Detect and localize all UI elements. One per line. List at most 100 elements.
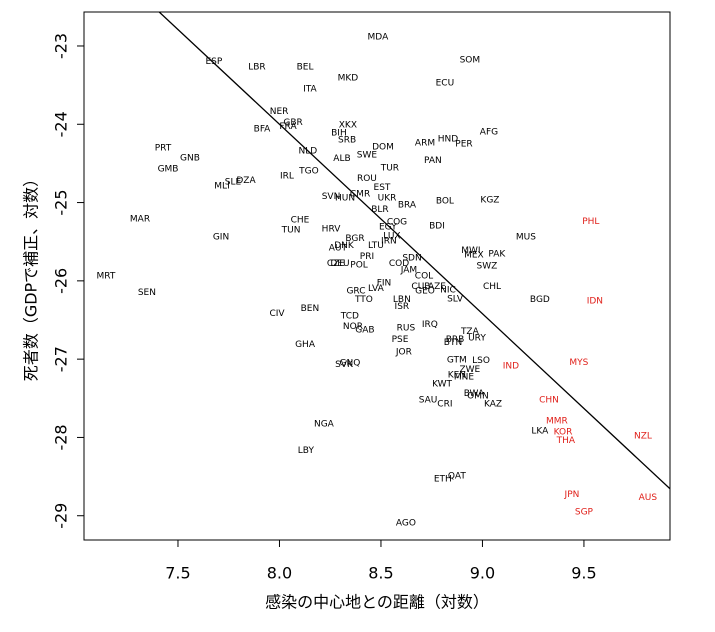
country-point: BOL — [436, 196, 454, 206]
y-tick-label: -28 — [52, 424, 71, 450]
country-point: GNQ — [340, 359, 361, 369]
country-point: DOM — [372, 142, 394, 152]
country-point: BTN — [444, 338, 462, 348]
country-point: UKR — [378, 193, 397, 203]
country-point: CZE — [327, 259, 345, 269]
country-point: KEN — [448, 370, 466, 380]
country-point: PSE — [392, 335, 409, 345]
country-point: BWA — [464, 389, 485, 399]
country-point: SAU — [419, 395, 438, 405]
country-point: XKX — [339, 121, 357, 131]
country-point: OMN — [467, 391, 489, 401]
country-point: AZE — [428, 282, 446, 292]
country-point: ECU — [436, 78, 455, 88]
country-point: GBR — [283, 118, 302, 128]
country-point: BDI — [429, 222, 445, 232]
country-point: COL — [415, 272, 433, 282]
country-point: KAZ — [484, 399, 502, 409]
country-point: ESP — [205, 57, 222, 67]
country-point: CHE — [291, 215, 310, 225]
country-point: SLE — [225, 178, 242, 188]
country-point: EGY — [379, 222, 397, 232]
country-point: HND — [438, 135, 459, 145]
country-point: MRT — [96, 272, 115, 282]
country-point: PER — [455, 139, 472, 149]
country-point: GAB — [355, 326, 374, 336]
country-point: BRB — [446, 335, 465, 345]
country-point: PAK — [488, 250, 506, 260]
y-tick-label: -24 — [52, 111, 71, 137]
country-point: AUT — [329, 243, 348, 253]
country-point: GTM — [447, 355, 467, 365]
country-point: LSO — [472, 356, 490, 366]
country-point: MDA — [368, 32, 390, 42]
y-tick-label: -26 — [52, 268, 71, 294]
country-point: IND — [503, 362, 519, 372]
country-point: SVK — [335, 360, 354, 370]
country-point: SGP — [575, 507, 594, 517]
country-point: CUB — [411, 282, 430, 292]
country-point: BEL — [297, 63, 314, 73]
x-tick-label: 7.5 — [165, 564, 190, 583]
country-point: LTU — [368, 241, 384, 251]
country-point: DEU — [330, 259, 349, 269]
x-tick-label: 8.0 — [267, 564, 292, 583]
country-point: TUR — [380, 164, 399, 174]
country-point: KGZ — [480, 196, 499, 206]
country-point: PAN — [424, 156, 442, 166]
country-point: CIV — [269, 309, 285, 319]
country-point: GRC — [346, 287, 365, 297]
country-point: GEO — [415, 287, 435, 297]
country-point: AUS — [639, 493, 658, 503]
country-point: JAM — [400, 265, 417, 275]
country-point: FRA — [279, 122, 297, 132]
country-point: MWI — [461, 246, 480, 256]
country-point: KWT — [432, 380, 452, 390]
country-point: SEN — [138, 288, 156, 298]
country-point: PRT — [155, 143, 172, 153]
country-point: TCD — [340, 312, 359, 322]
country-point: GNB — [180, 153, 200, 163]
country-point: KOR — [554, 427, 573, 437]
country-point: MMR — [546, 416, 568, 426]
country-point: NGA — [314, 420, 335, 430]
country-point: MUS — [516, 233, 536, 243]
country-point: BGR — [345, 234, 364, 244]
plot-frame — [83, 11, 671, 541]
country-point: GMB — [158, 164, 179, 174]
country-point: ETH — [434, 474, 452, 484]
y-tick-label: -27 — [52, 346, 71, 372]
country-point: COD — [389, 259, 409, 269]
country-point: AFG — [480, 128, 498, 138]
country-point: LUX — [383, 232, 400, 242]
country-point: MLI — [214, 182, 229, 192]
regression-line — [158, 12, 670, 490]
country-point: CHL — [483, 282, 501, 292]
country-point: TTO — [354, 295, 373, 305]
country-point: ROU — [357, 174, 377, 184]
country-point: NOR — [343, 322, 363, 332]
country-point: CMR — [350, 189, 370, 199]
country-point: FIN — [377, 279, 392, 289]
country-point: TZA — [460, 327, 480, 337]
country-point: MYS — [569, 358, 588, 368]
country-point: DZA — [236, 176, 256, 186]
country-point: ALB — [333, 154, 350, 164]
country-point: ISR — [395, 302, 410, 312]
country-point: LVA — [368, 284, 385, 294]
y-axis-label: 死者数（GDPで補正、対数） — [22, 171, 41, 381]
country-point: SVN — [322, 192, 341, 202]
country-point: IRQ — [422, 320, 438, 330]
country-point: SRB — [338, 135, 356, 145]
country-point: NIC — [440, 286, 456, 296]
country-point: LBY — [298, 446, 315, 456]
y-tick-label: -25 — [52, 189, 71, 215]
country-point: RUS — [397, 323, 416, 333]
country-point: HUN — [335, 193, 355, 203]
country-point: THA — [556, 436, 576, 446]
y-tick-label: -29 — [52, 503, 71, 529]
country-point: AGO — [396, 518, 416, 528]
country-point: NZL — [634, 431, 652, 441]
